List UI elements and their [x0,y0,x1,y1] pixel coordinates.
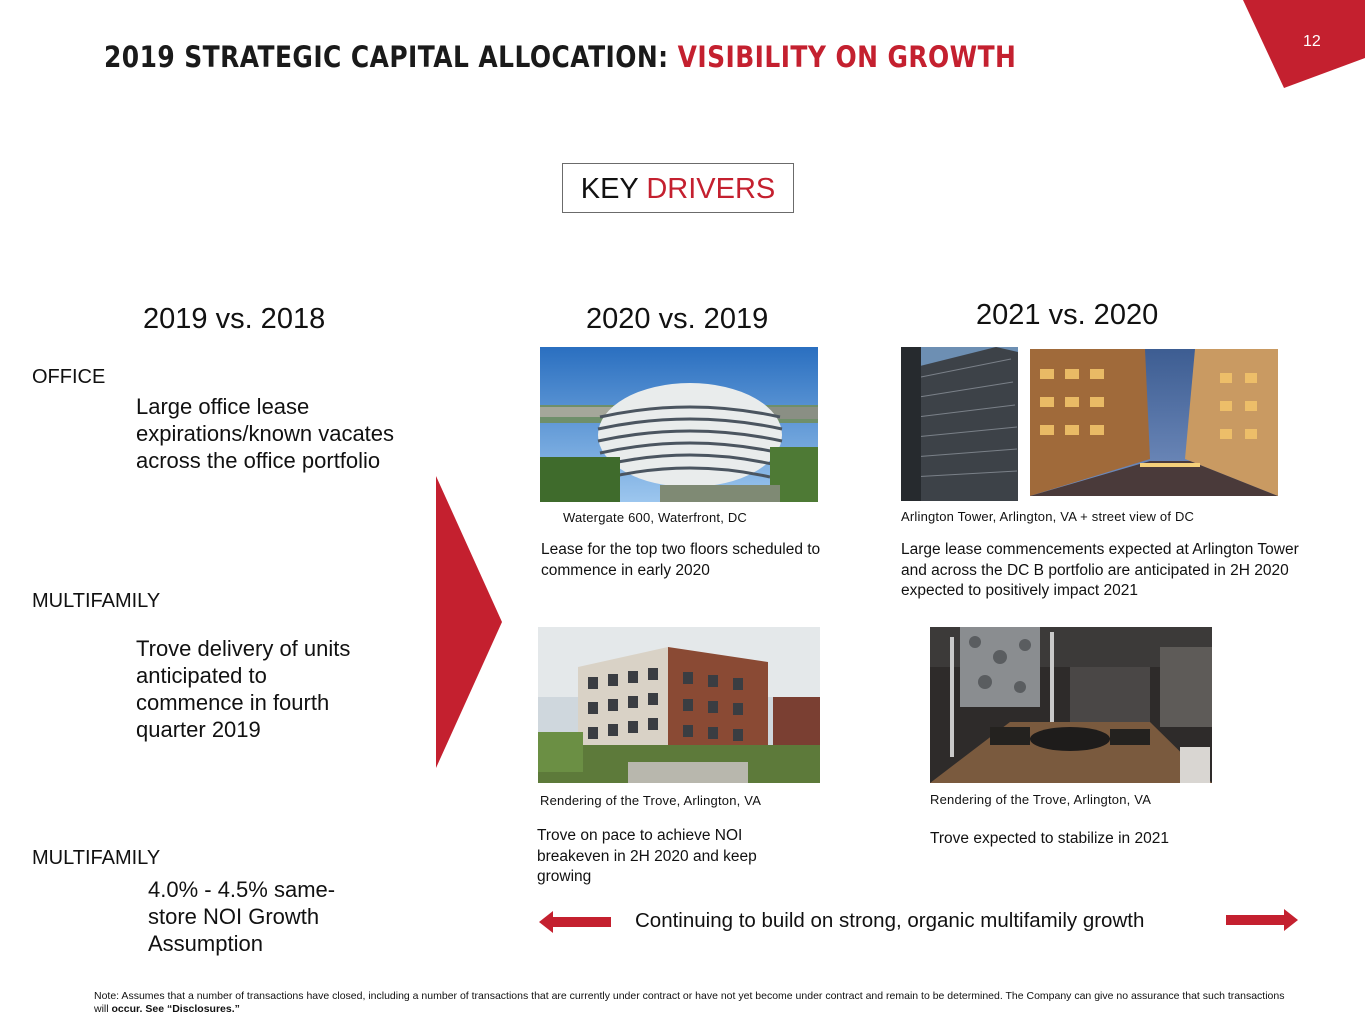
arrow-left-icon [539,911,611,933]
trove-text-2: Trove expected to stabilize in 2021 [930,830,1169,847]
arlington-caption: Arlington Tower, Arlington, VA + street … [901,509,1195,524]
page-number: 12 [1303,33,1321,50]
watergate-caption: Watergate 600, Waterfront, DC [563,510,748,525]
trove-interior-photo [930,627,1212,783]
watergate-text: Lease for the top two floors scheduled t… [541,541,821,579]
continuing-growth-text: Continuing to build on strong, organic m… [635,909,1145,932]
trove-driver: Trove delivery of units anticipated to c… [136,636,351,742]
multifamily-label-1: MULTIFAMILY [32,590,161,612]
note-bold: occur. See “Disclosures.” [111,1003,240,1015]
title-main: 2019 STRATEGIC CAPITAL ALLOCATION: [104,40,678,74]
key-word: KEY [580,173,639,205]
office-driver: Large office lease expirations/known vac… [136,394,395,473]
trove-exterior-photo [538,627,820,783]
column-heading-2019: 2019 vs. 2018 [143,303,326,335]
page-title: 2019 STRATEGIC CAPITAL ALLOCATION: VISIB… [104,40,1016,74]
note-text: Note: Assumes that a number of transacti… [94,990,1285,1015]
office-label: OFFICE [32,366,106,388]
disclosure-note: Note: Assumes that a number of transacti… [94,990,1294,1016]
title-accent: VISIBILITY ON GROWTH [677,40,1017,74]
arlington-text: Large lease commencements expected at Ar… [901,541,1299,599]
key-drivers-box: KEY DRIVERS [562,163,794,213]
drivers-word: DRIVERS [646,173,776,205]
trove-caption-2: Rendering of the Trove, Arlington, VA [930,792,1152,807]
arrow-right-icon [1226,909,1298,931]
noi-growth-driver: 4.0% - 4.5% same-store NOI Growth Assump… [148,877,336,956]
street-view-photo [1030,349,1278,496]
page-corner-triangle [1243,0,1365,88]
watergate-photo [540,347,818,502]
arlington-tower-photo [901,347,1018,501]
column-heading-2020: 2020 vs. 2019 [586,303,769,335]
multifamily-label-2: MULTIFAMILY [32,847,161,869]
trove-text-1: Trove on pace to achieve NOI breakeven i… [537,827,757,885]
trove-caption-1: Rendering of the Trove, Arlington, VA [540,793,762,808]
column-heading-2021: 2021 vs. 2020 [976,299,1159,331]
big-arrow-right [436,476,502,768]
